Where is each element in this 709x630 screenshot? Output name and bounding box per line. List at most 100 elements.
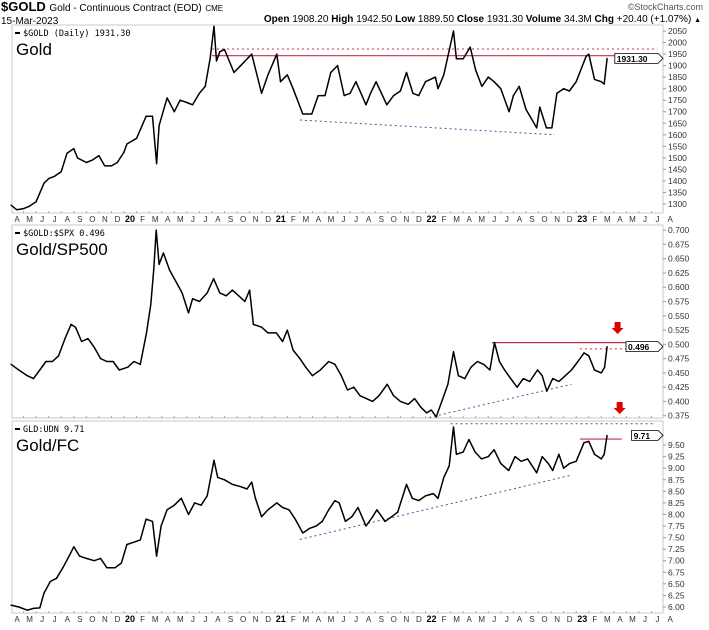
- data-point: [10, 363, 12, 365]
- ohlc-readout: Open 1908.20 High 1942.50 Low 1889.50 Cl…: [264, 14, 701, 27]
- data-point: [10, 604, 12, 606]
- data-point: [251, 53, 253, 55]
- data-point: [441, 400, 443, 403]
- data-point: [187, 312, 190, 314]
- data-point: [206, 292, 208, 294]
- data-point: [541, 375, 543, 377]
- data-point: [424, 81, 427, 83]
- data-point: [577, 360, 579, 363]
- data-point: [204, 85, 206, 87]
- data-point: [386, 383, 388, 385]
- data-point: [476, 360, 478, 363]
- y-tick-label: 8.50: [668, 486, 685, 496]
- data-point: [371, 400, 374, 403]
- x-tick-label: S: [228, 615, 233, 624]
- data-point: [588, 53, 590, 55]
- data-point: [155, 555, 158, 557]
- x-tick-label: A: [667, 215, 673, 224]
- x-tick-label: A: [215, 615, 221, 624]
- data-point: [22, 208, 25, 210]
- panel-title: Gold/FC: [16, 436, 79, 455]
- data-point: [443, 74, 445, 76]
- x-tick-label: J: [492, 615, 496, 624]
- high-label: High: [331, 14, 354, 25]
- data-point: [133, 360, 135, 363]
- x-tick-label: M: [478, 615, 485, 624]
- data-point: [18, 369, 20, 371]
- y-tick-label: 7.50: [668, 533, 685, 543]
- y-tick-label: 2050: [668, 26, 687, 36]
- data-point: [420, 406, 422, 408]
- data-point: [276, 502, 278, 504]
- data-point: [340, 375, 342, 377]
- x-tick-label: J: [40, 615, 44, 624]
- data-point: [600, 81, 602, 83]
- data-point: [281, 340, 284, 343]
- data-point: [99, 557, 102, 560]
- data-point: [520, 460, 522, 462]
- x-tick-label: A: [14, 215, 20, 224]
- data-point: [302, 532, 304, 534]
- data-point: [475, 69, 477, 71]
- y-tick-label: 0.675: [668, 239, 690, 249]
- data-point: [39, 369, 41, 371]
- data-point: [604, 366, 606, 368]
- x-tick-label: M: [26, 215, 33, 224]
- data-point: [299, 358, 301, 360]
- y-tick-label: 0.575: [668, 297, 690, 307]
- data-point: [110, 165, 113, 167]
- data-point: [151, 520, 154, 522]
- data-point: [412, 92, 414, 94]
- y-tick-label: 0.450: [668, 368, 690, 378]
- y-tick-label: 0.425: [668, 382, 690, 392]
- data-point: [468, 438, 470, 441]
- data-point: [93, 346, 95, 348]
- y-tick-label: 1950: [668, 49, 687, 59]
- data-point: [106, 360, 108, 363]
- data-point: [209, 58, 211, 60]
- data-point: [139, 363, 141, 365]
- y-tick-label: 0.650: [668, 254, 690, 264]
- x-tick-label: F: [442, 615, 447, 624]
- data-point: [575, 81, 577, 83]
- data-point: [99, 358, 102, 360]
- y-tick-label: 1550: [668, 141, 687, 151]
- data-point: [457, 375, 460, 377]
- x-tick-label: O: [89, 215, 95, 224]
- data-point: [514, 456, 516, 458]
- x-tick-label: S: [228, 215, 233, 224]
- data-point: [384, 520, 386, 522]
- data-point: [334, 499, 336, 502]
- data-point: [568, 462, 571, 465]
- y-tick-label: 6.25: [668, 590, 685, 600]
- x-tick-label: J: [342, 615, 346, 624]
- y-tick-label: 0.475: [668, 354, 690, 364]
- data-point: [600, 458, 602, 460]
- data-point: [261, 92, 263, 94]
- arrow-shape: [611, 322, 624, 334]
- exchange: CME: [205, 4, 224, 13]
- data-point: [593, 453, 596, 455]
- data-point: [418, 499, 420, 502]
- last-value-box: [614, 52, 664, 64]
- data-point: [470, 366, 472, 368]
- data-point: [328, 360, 330, 363]
- data-point: [575, 460, 577, 462]
- x-tick-label: M: [604, 615, 611, 624]
- data-point: [267, 509, 269, 511]
- data-point: [558, 380, 560, 383]
- x-tick-label: D: [416, 615, 422, 624]
- data-point: [48, 178, 50, 180]
- y-tick-label: 0.550: [668, 311, 690, 321]
- x-tick-label: J: [53, 615, 57, 624]
- data-point: [275, 332, 278, 334]
- data-point: [233, 71, 235, 74]
- y-tick-label: 1750: [668, 95, 687, 105]
- x-tick-label: F: [291, 215, 296, 224]
- x-tick-label: O: [240, 615, 246, 624]
- data-point: [302, 113, 304, 115]
- x-tick-label: F: [592, 215, 597, 224]
- last-value-label: 0.496: [628, 342, 650, 352]
- data-point: [346, 389, 349, 391]
- x-tick-label: N: [554, 615, 560, 624]
